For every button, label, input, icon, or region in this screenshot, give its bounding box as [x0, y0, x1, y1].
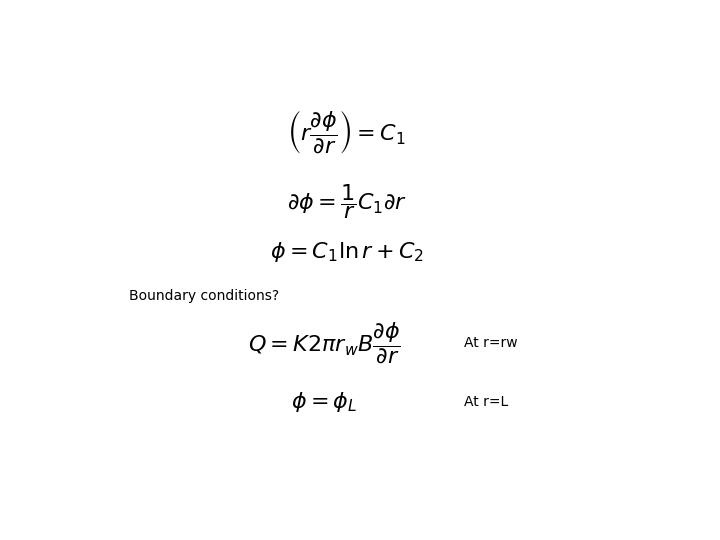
- Text: At r=L: At r=L: [464, 395, 508, 409]
- Text: $\phi = C_1 \ln r + C_2$: $\phi = C_1 \ln r + C_2$: [269, 240, 424, 264]
- Text: $Q = K 2\pi r_w B \dfrac{\partial \phi}{\partial r}$: $Q = K 2\pi r_w B \dfrac{\partial \phi}{…: [248, 321, 401, 366]
- Text: At r=rw: At r=rw: [464, 336, 518, 350]
- Text: Boundary conditions?: Boundary conditions?: [129, 288, 279, 302]
- Text: $\phi = \phi_L$: $\phi = \phi_L$: [291, 389, 358, 414]
- Text: $\left( r \dfrac{\partial \phi}{\partial r} \right) = C_1$: $\left( r \dfrac{\partial \phi}{\partial…: [287, 108, 406, 155]
- Text: $\partial \phi = \dfrac{1}{r} C_1 \partial r$: $\partial \phi = \dfrac{1}{r} C_1 \parti…: [287, 183, 407, 221]
